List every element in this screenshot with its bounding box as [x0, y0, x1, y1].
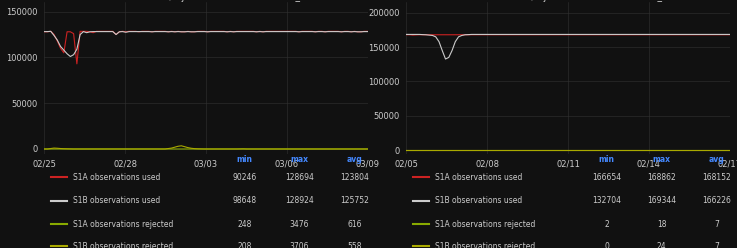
Text: 3476: 3476	[290, 220, 310, 229]
Text: 169344: 169344	[647, 196, 677, 205]
Title: Evolution of no. used/rejected observations: AUX_POEORB: Evolution of no. used/rejected observati…	[436, 0, 699, 2]
Text: 7: 7	[714, 242, 719, 248]
Text: 208: 208	[237, 242, 252, 248]
Text: max: max	[290, 155, 309, 164]
Text: 90246: 90246	[233, 173, 256, 182]
Text: 248: 248	[237, 220, 252, 229]
Text: 128694: 128694	[285, 173, 314, 182]
Text: 123804: 123804	[340, 173, 369, 182]
Text: S1B observations rejected: S1B observations rejected	[436, 242, 536, 248]
Text: 132704: 132704	[593, 196, 621, 205]
Text: 616: 616	[347, 220, 362, 229]
Text: min: min	[598, 155, 615, 164]
Text: 7: 7	[714, 220, 719, 229]
Text: max: max	[653, 155, 671, 164]
Text: 24: 24	[657, 242, 666, 248]
Text: 166654: 166654	[593, 173, 621, 182]
Text: avg: avg	[346, 155, 363, 164]
Text: avg: avg	[709, 155, 724, 164]
Text: min: min	[237, 155, 253, 164]
Text: S1A observations used: S1A observations used	[73, 173, 161, 182]
Text: S1B observations rejected: S1B observations rejected	[73, 242, 174, 248]
Text: 166226: 166226	[702, 196, 731, 205]
Text: 18: 18	[657, 220, 666, 229]
Text: 98648: 98648	[233, 196, 256, 205]
Text: 2: 2	[604, 220, 609, 229]
Text: 558: 558	[347, 242, 362, 248]
Text: S1A observations rejected: S1A observations rejected	[436, 220, 536, 229]
Text: S1A observations used: S1A observations used	[436, 173, 523, 182]
Text: S1B observations used: S1B observations used	[436, 196, 523, 205]
Text: 3706: 3706	[290, 242, 310, 248]
Text: 0: 0	[604, 242, 609, 248]
Title: Evolution of no. used/rejected observations: AUX_RESORB: Evolution of no. used/rejected observati…	[74, 0, 338, 2]
Text: 125752: 125752	[340, 196, 369, 205]
Text: 128924: 128924	[285, 196, 314, 205]
Text: 168152: 168152	[702, 173, 731, 182]
Text: S1A observations rejected: S1A observations rejected	[73, 220, 174, 229]
Text: S1B observations used: S1B observations used	[73, 196, 161, 205]
Text: 168862: 168862	[647, 173, 676, 182]
